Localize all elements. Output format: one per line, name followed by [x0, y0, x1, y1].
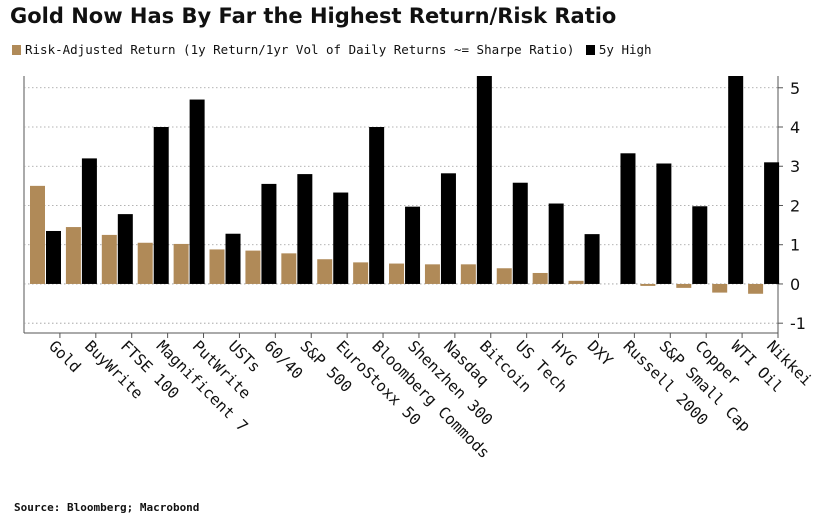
bar-risk-adjusted: [389, 263, 405, 284]
chart-title: Gold Now Has By Far the Highest Return/R…: [10, 4, 617, 28]
bar-5y-high: [46, 230, 61, 284]
bar-risk-adjusted: [640, 283, 656, 286]
bar-5y-high: [81, 158, 97, 284]
bar-5y-high: [476, 76, 492, 284]
bar-risk-adjusted: [209, 249, 225, 284]
bar-5y-high: [297, 174, 313, 284]
bar-risk-adjusted: [532, 272, 548, 284]
legend-label-5y-high: 5y High: [598, 42, 652, 57]
bar-5y-high: [692, 206, 708, 284]
bar-risk-adjusted: [568, 280, 584, 284]
bar-5y-high: [512, 182, 528, 284]
legend-swatch-risk-adjusted: [12, 44, 21, 55]
bar-risk-adjusted: [676, 283, 692, 288]
y-tick-label: 5: [790, 79, 800, 98]
bar-risk-adjusted: [281, 253, 297, 284]
y-tick-label: 0: [790, 275, 800, 294]
y-tick-label: -1: [790, 314, 806, 333]
bar-5y-high: [764, 162, 780, 284]
legend-item-risk-adjusted: Risk-Adjusted Return (1y Return/1yr Vol …: [12, 42, 574, 57]
bar-5y-high: [261, 183, 277, 284]
y-tick-label: 2: [790, 196, 800, 215]
bar-risk-adjusted: [30, 185, 45, 284]
y-tick-label: 1: [790, 236, 800, 255]
bar-5y-high: [440, 173, 456, 284]
bar-5y-high: [405, 206, 421, 284]
legend-swatch-5y-high: [585, 44, 595, 55]
x-tick-label: DXY: [584, 337, 617, 370]
bar-risk-adjusted: [137, 242, 153, 284]
legend-label-risk-adjusted: Risk-Adjusted Return (1y Return/1yr Vol …: [25, 42, 575, 57]
bar-5y-high: [620, 153, 636, 284]
source-note: Source: Bloomberg; Macrobond: [14, 501, 200, 514]
bar-5y-high: [333, 192, 349, 284]
bar-5y-high: [584, 234, 600, 284]
bar-risk-adjusted: [353, 262, 369, 284]
bar-risk-adjusted: [245, 250, 261, 284]
legend: Risk-Adjusted Return (1y Return/1yr Vol …: [12, 42, 656, 58]
bar-risk-adjusted: [317, 259, 333, 284]
x-tick-label: Gold: [45, 337, 84, 376]
bar-risk-adjusted: [460, 264, 476, 284]
x-tick-label: 60/40: [261, 337, 307, 383]
bar-5y-high: [728, 76, 744, 284]
bar-5y-high: [153, 127, 169, 284]
bar-5y-high: [189, 99, 205, 284]
bar-risk-adjusted: [424, 264, 440, 284]
bar-risk-adjusted: [748, 283, 764, 294]
y-tick-label: 3: [790, 157, 800, 176]
bar-5y-high: [548, 203, 564, 284]
bar-5y-high: [225, 233, 241, 284]
bar-risk-adjusted: [101, 234, 117, 284]
bar-risk-adjusted: [496, 268, 512, 284]
legend-item-5y-high: 5y High: [585, 42, 652, 57]
y-tick-label: 4: [790, 118, 800, 137]
bar-5y-high: [656, 163, 672, 284]
bar-risk-adjusted: [712, 283, 728, 293]
bar-5y-high: [369, 127, 385, 284]
bar-5y-high: [117, 214, 133, 284]
bar-risk-adjusted: [173, 243, 189, 284]
bar-risk-adjusted: [65, 227, 81, 284]
